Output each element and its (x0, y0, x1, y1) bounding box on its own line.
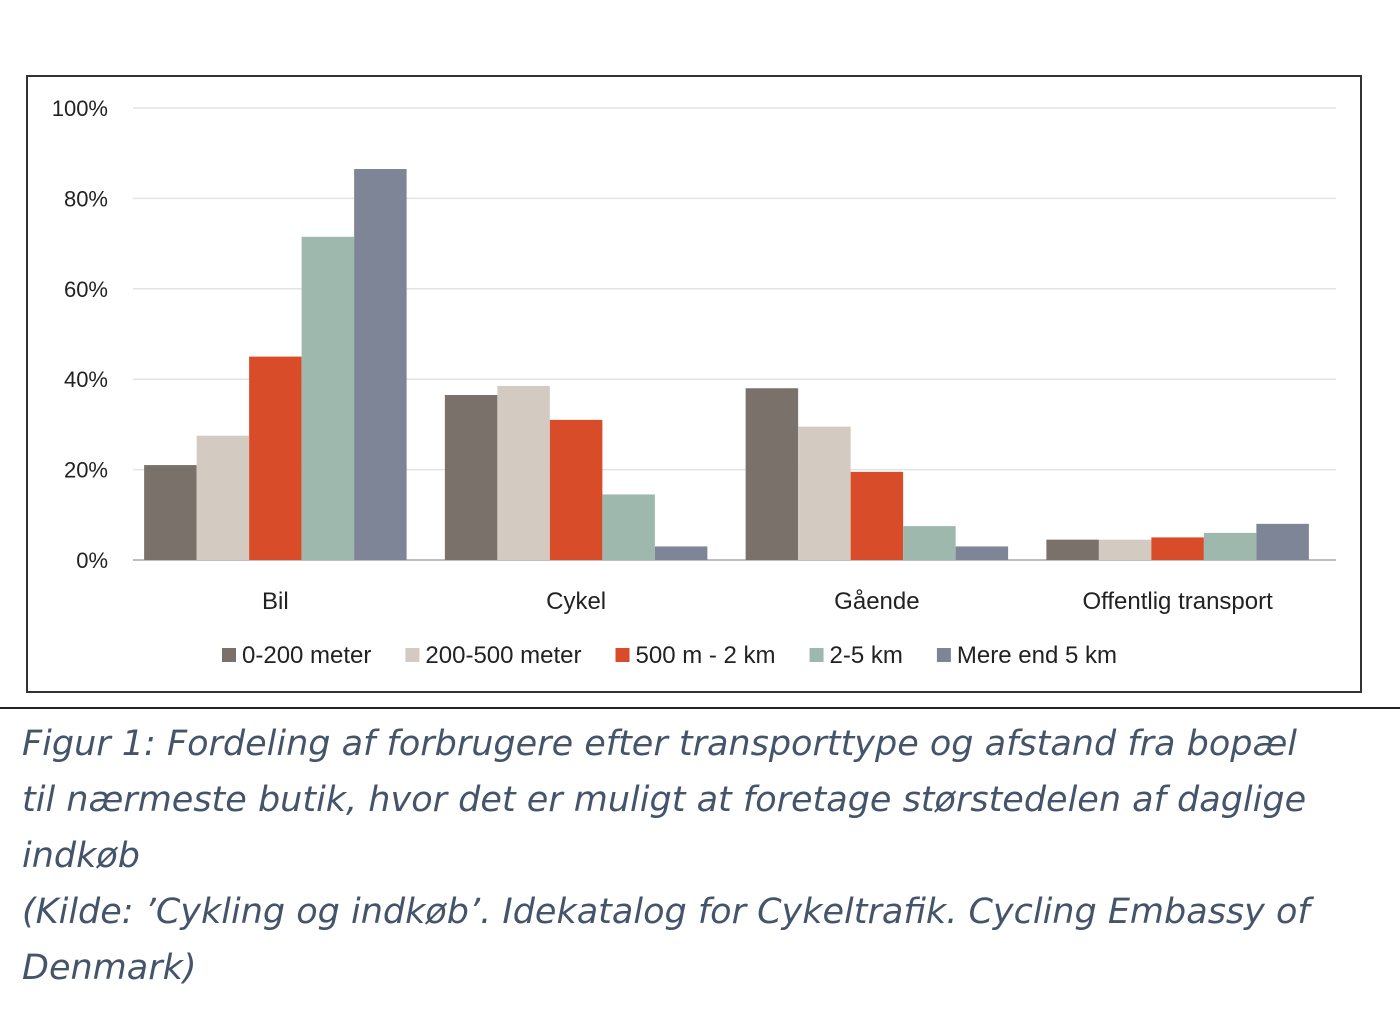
y-tick-label: 60% (64, 277, 108, 302)
bar (301, 236, 355, 560)
bar (249, 356, 302, 560)
legend-swatch (405, 648, 420, 662)
legend-swatch (222, 648, 236, 662)
bar (798, 426, 851, 560)
legend-label: Mere end 5 km (957, 642, 1117, 669)
bar (1046, 539, 1099, 560)
legend-label: 2-5 km (830, 642, 903, 669)
bar (955, 546, 1009, 560)
figure-caption: Figur 1: Fordeling af forbrugere efter t… (22, 716, 1382, 996)
x-category-label: Bil (262, 588, 289, 615)
bar (1098, 539, 1152, 560)
x-category-label: Cykel (546, 588, 606, 615)
x-category-label: Offentlig transport (1082, 588, 1273, 615)
bar (196, 435, 250, 560)
bar (850, 471, 904, 560)
bar (1151, 537, 1204, 560)
legend-swatch (809, 648, 824, 662)
y-tick-label: 80% (64, 186, 108, 211)
y-tick-label: 0% (76, 548, 108, 573)
legend-label: 200-500 meter (425, 642, 581, 669)
bar (497, 385, 550, 560)
chart-frame: 0% 20% 40% 60% 80% 100% Bil Cykel Gående Offentli… (26, 75, 1362, 693)
caption-line: Denmark) (22, 948, 197, 988)
bar (654, 546, 708, 560)
bar (602, 494, 655, 560)
bar-chart: 0% 20% 40% 60% 80% 100% Bil Cykel Gående Offentli… (52, 96, 1336, 669)
caption-divider (0, 707, 1400, 709)
bar (444, 395, 498, 560)
caption-line: Figur 1: Fordeling af forbrugere efter t… (22, 724, 1298, 764)
bar (354, 169, 407, 560)
y-tick-label: 100% (52, 96, 108, 121)
legend-swatch (936, 648, 951, 662)
legend-swatch (615, 648, 630, 662)
caption-line: (Kilde: ’Cykling og indkøb’. Idekatalog … (22, 892, 1310, 932)
bar (745, 388, 799, 560)
bar (903, 526, 956, 560)
bar (1203, 532, 1257, 560)
bar (1256, 523, 1309, 560)
y-tick-label: 40% (64, 367, 108, 392)
bar (144, 465, 197, 560)
y-tick-label: 20% (64, 458, 108, 483)
legend-label: 0-200 meter (242, 642, 371, 669)
caption-line: til nærmeste butik, hvor det er muligt a… (22, 780, 1307, 820)
caption-line: indkøb (22, 836, 141, 876)
bar (549, 419, 603, 560)
x-category-label: Gående (834, 588, 919, 615)
legend-label: 500 m - 2 km (636, 642, 776, 669)
